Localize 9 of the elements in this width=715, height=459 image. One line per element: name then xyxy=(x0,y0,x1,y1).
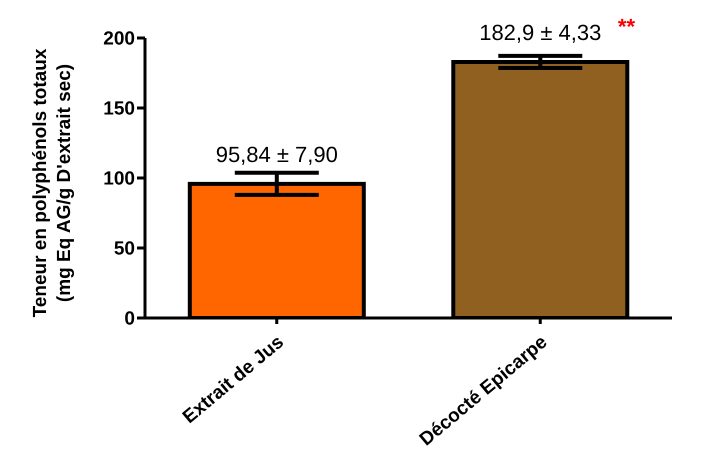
y-tick-label: 200 xyxy=(103,28,135,50)
y-tick-label: 150 xyxy=(103,98,135,120)
data-label: 95,84 ± 7,90 xyxy=(216,142,338,167)
y-tick-label: 100 xyxy=(103,168,135,190)
y-axis-title: Teneur en polyphénols totaux (mg Eq AG/g D'extrait sec) xyxy=(30,48,75,318)
y-tick-label: 50 xyxy=(114,238,135,260)
y-tick-label: 0 xyxy=(124,308,135,330)
annotation: ** xyxy=(618,14,636,39)
data-label: 182,9 ± 4,33 xyxy=(479,20,602,45)
